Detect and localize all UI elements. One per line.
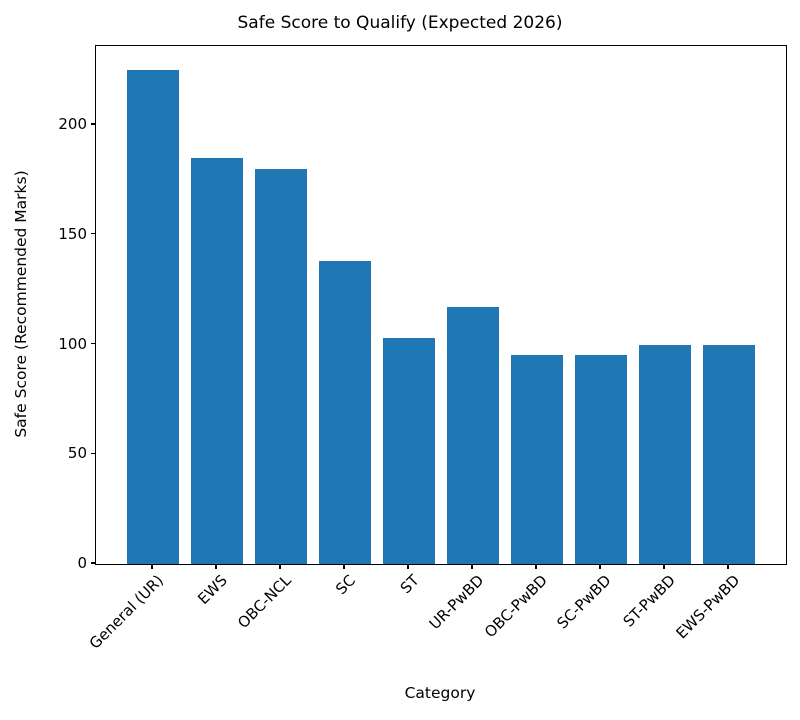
- x-tick-mark: [407, 564, 409, 569]
- x-tick-label-ur-pwbd: UR-PwBD: [425, 571, 488, 634]
- x-tick-label-obc-pwbd: OBC-PwBD: [481, 571, 552, 642]
- x-tick-mark: [471, 564, 473, 569]
- x-tick-mark: [279, 564, 281, 569]
- x-tick-mark: [151, 564, 153, 569]
- x-tick-label-st-pwbd: ST-PwBD: [619, 571, 680, 631]
- x-tick-mark: [663, 564, 665, 569]
- bar-obc-ncl: [255, 168, 307, 564]
- bar-obc-pwbd: [511, 355, 563, 564]
- bar-general-ur: [127, 70, 179, 564]
- x-tick-label-general-ur: General (UR): [85, 571, 167, 653]
- x-tick-label-sc: SC: [332, 571, 360, 599]
- plot-area: [95, 45, 787, 565]
- bar-st-pwbd: [639, 344, 691, 564]
- bar-ur-pwbd: [447, 307, 499, 564]
- bar-sc-pwbd: [575, 355, 627, 564]
- y-tick-mark: [91, 233, 95, 235]
- y-tick-mark: [91, 123, 95, 125]
- x-tick-label-st: ST: [397, 571, 424, 598]
- x-tick-mark: [535, 564, 537, 569]
- bar-ews-pwbd: [703, 344, 755, 564]
- y-tick-label-200: 200: [58, 115, 87, 134]
- y-tick-label-0: 0: [77, 554, 87, 572]
- x-tick-label-obc-ncl: OBC-NCL: [234, 571, 296, 632]
- y-tick-mark: [91, 342, 95, 345]
- x-tick-mark: [727, 564, 729, 569]
- y-tick-mark: [91, 562, 95, 564]
- y-axis-label: Safe Score (Recommended Marks): [12, 170, 30, 438]
- x-axis-label: Category: [404, 684, 476, 702]
- chart-title: Safe Score to Qualify (Expected 2026): [237, 13, 563, 33]
- x-tick-label-ews-pwbd: EWS-PwBD: [672, 571, 744, 643]
- bar-ews: [191, 157, 243, 564]
- x-tick-mark: [599, 564, 601, 569]
- x-tick-mark: [215, 564, 217, 569]
- y-tick-label-50: 50: [67, 444, 87, 463]
- y-tick-label-100: 100: [58, 334, 87, 353]
- x-tick-mark: [343, 564, 345, 569]
- y-tick-mark: [91, 452, 95, 454]
- x-tick-label-sc-pwbd: SC-PwBD: [553, 571, 616, 633]
- y-tick-label-150: 150: [58, 224, 87, 243]
- bar-sc: [319, 261, 371, 564]
- x-tick-label-ews: EWS: [194, 571, 232, 608]
- bar-st: [383, 337, 435, 564]
